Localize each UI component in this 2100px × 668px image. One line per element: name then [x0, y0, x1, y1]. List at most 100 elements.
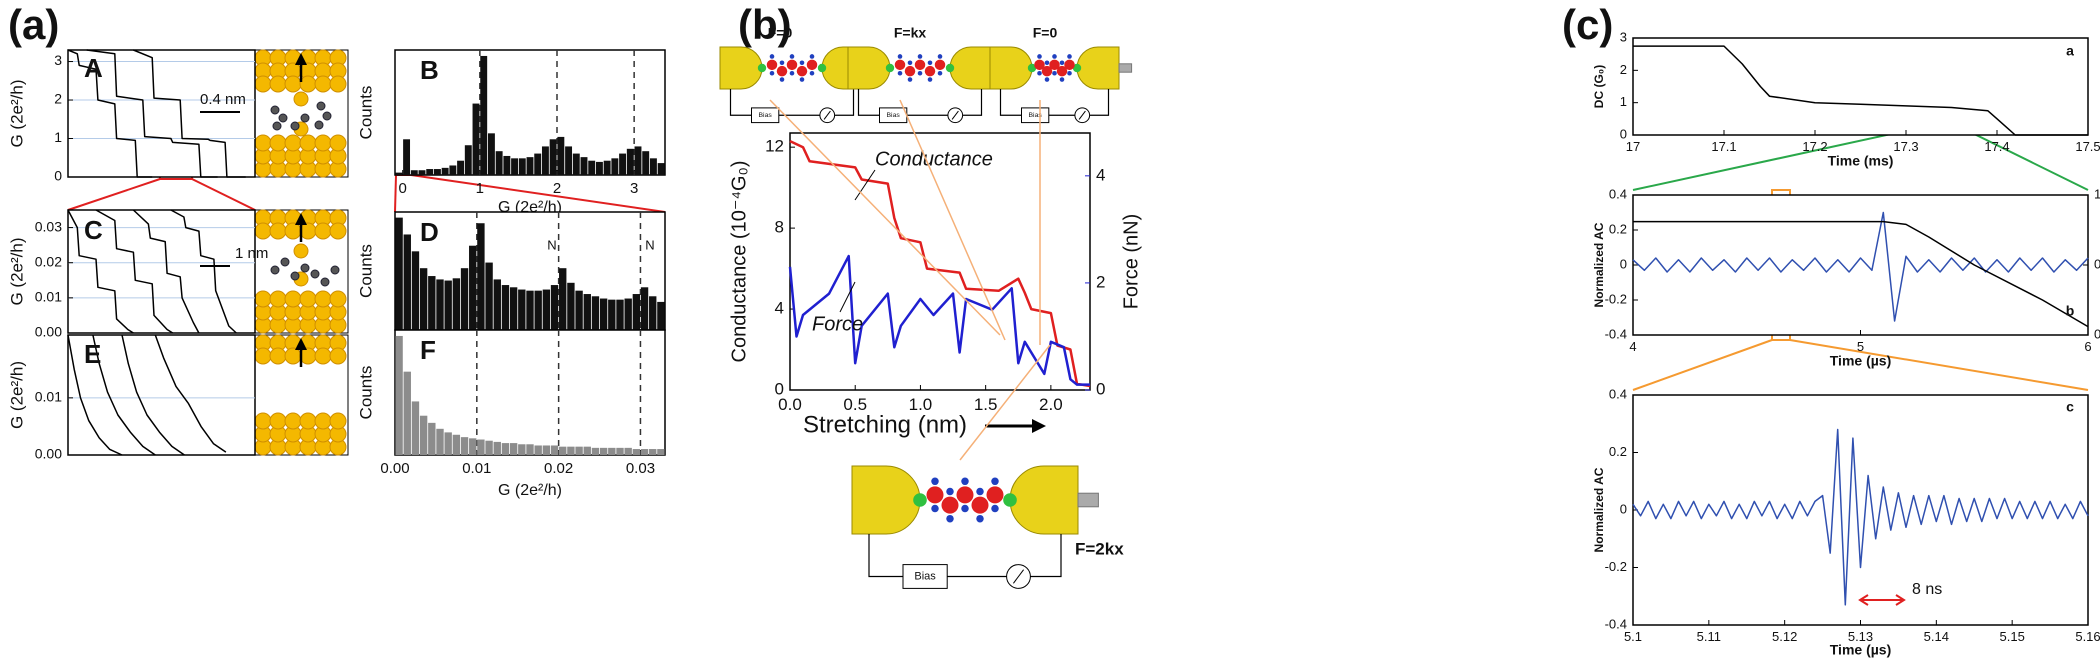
- x-tick-label: 0.5: [843, 395, 867, 414]
- histogram-bar: [526, 157, 534, 175]
- y-tick-label: 0: [54, 168, 62, 184]
- molecule-atom: [322, 111, 332, 121]
- histogram-bar: [418, 170, 426, 175]
- electrode: [851, 465, 921, 535]
- gold-atom: [314, 347, 332, 365]
- atom: [1034, 59, 1045, 71]
- x-tick-label: 4: [1629, 339, 1636, 354]
- histogram-bar: [534, 290, 542, 330]
- histogram-bar: [395, 335, 403, 455]
- stretch-arrow-head: [1032, 419, 1046, 433]
- histogram-bar: [509, 443, 518, 455]
- histogram-bar: [493, 441, 501, 455]
- linker-atom: [1072, 63, 1082, 73]
- meter-needle: [1013, 569, 1024, 584]
- histogram-bar: [449, 165, 457, 175]
- y-tick-label: 0.2: [1609, 221, 1627, 236]
- histogram-bar: [611, 158, 619, 175]
- atom: [937, 54, 943, 59]
- atom: [776, 65, 788, 77]
- gold-atom: [284, 134, 302, 152]
- x-tick-label: 0: [399, 180, 407, 197]
- linker-atom: [757, 63, 767, 73]
- histogram-bar: [487, 133, 495, 175]
- meter-needle: [1078, 110, 1086, 120]
- zoom-line: [410, 174, 666, 213]
- atom: [956, 486, 974, 504]
- histogram-bar: [591, 447, 600, 455]
- x-tick-label: 5.15: [2000, 629, 2025, 644]
- histogram-bar: [632, 294, 641, 330]
- y2-tick-label: 0: [1096, 379, 1105, 398]
- circuit-wire: [729, 89, 855, 116]
- annotation: N: [547, 237, 556, 252]
- bias-box: [1021, 107, 1050, 124]
- molecule-atom: [278, 113, 288, 123]
- x-axis-label: Time (µs): [1830, 642, 1892, 658]
- y2-tick-label: 2: [1096, 272, 1105, 291]
- y2-tick-label: 0.5: [2094, 256, 2100, 271]
- atom: [809, 70, 815, 76]
- atom: [1037, 54, 1042, 59]
- y2-tick-label: 0: [2094, 326, 2100, 341]
- pull-arrow-head: [295, 53, 307, 65]
- histogram-bar: [591, 296, 600, 330]
- x-axis-label: Stretching (nm): [803, 411, 967, 438]
- circuit-wire: [857, 89, 983, 116]
- histogram-bar: [518, 444, 526, 455]
- atom: [924, 65, 936, 77]
- histogram-bar: [485, 262, 493, 330]
- histogram-bar: [495, 151, 503, 175]
- force-label: F=0: [1033, 25, 1058, 41]
- molecule-atom: [330, 265, 340, 275]
- atom: [927, 77, 933, 82]
- electrode: [1076, 46, 1120, 90]
- molecule-atom: [316, 101, 326, 111]
- y-tick-label: 2: [1620, 62, 1627, 77]
- gold-atom: [329, 290, 347, 308]
- gold-atom: [254, 347, 272, 365]
- atom: [1044, 60, 1050, 66]
- y-tick-label: -0.2: [1605, 559, 1627, 574]
- histogram-bar: [411, 251, 420, 330]
- histogram-bar: [567, 282, 575, 330]
- atom: [799, 60, 805, 66]
- molecule-atom: [270, 265, 280, 275]
- histogram-bar: [403, 139, 411, 175]
- atom: [976, 487, 984, 496]
- histogram-bar: [469, 245, 477, 330]
- gold-atom: [329, 75, 347, 93]
- y-tick-label: 0.01: [35, 289, 62, 305]
- histogram-bar: [428, 422, 436, 455]
- histogram-bar: [541, 146, 549, 175]
- data-line: [67, 209, 134, 334]
- atom: [961, 504, 969, 513]
- histogram-bar: [549, 139, 557, 175]
- zoom-line: [1632, 125, 1929, 191]
- gold-atom: [314, 412, 332, 430]
- data-line: [95, 209, 174, 334]
- atom: [1041, 65, 1053, 77]
- histogram-bar: [477, 223, 485, 330]
- gold-atom: [293, 91, 309, 107]
- histogram-bar: [642, 151, 650, 175]
- histogram-bar: [640, 287, 649, 330]
- histogram-bar: [624, 447, 632, 455]
- histogram-bar: [410, 170, 418, 175]
- atom: [1052, 70, 1057, 76]
- histogram-bar: [511, 158, 519, 175]
- x-tick-label: 6: [2084, 339, 2091, 354]
- subplot-label: A: [84, 53, 103, 83]
- gold-atom: [299, 222, 317, 240]
- atom: [1064, 59, 1075, 71]
- bias-label: Bias: [759, 112, 773, 119]
- x-axis-label: Time (µs): [1830, 353, 1892, 369]
- histogram-bar: [634, 146, 642, 175]
- electrode: [847, 46, 891, 90]
- atom: [779, 77, 785, 82]
- atom: [937, 70, 943, 76]
- y-tick-label: 3: [54, 52, 62, 68]
- data-line: [133, 49, 246, 178]
- atom: [1049, 59, 1060, 71]
- atom: [894, 59, 906, 71]
